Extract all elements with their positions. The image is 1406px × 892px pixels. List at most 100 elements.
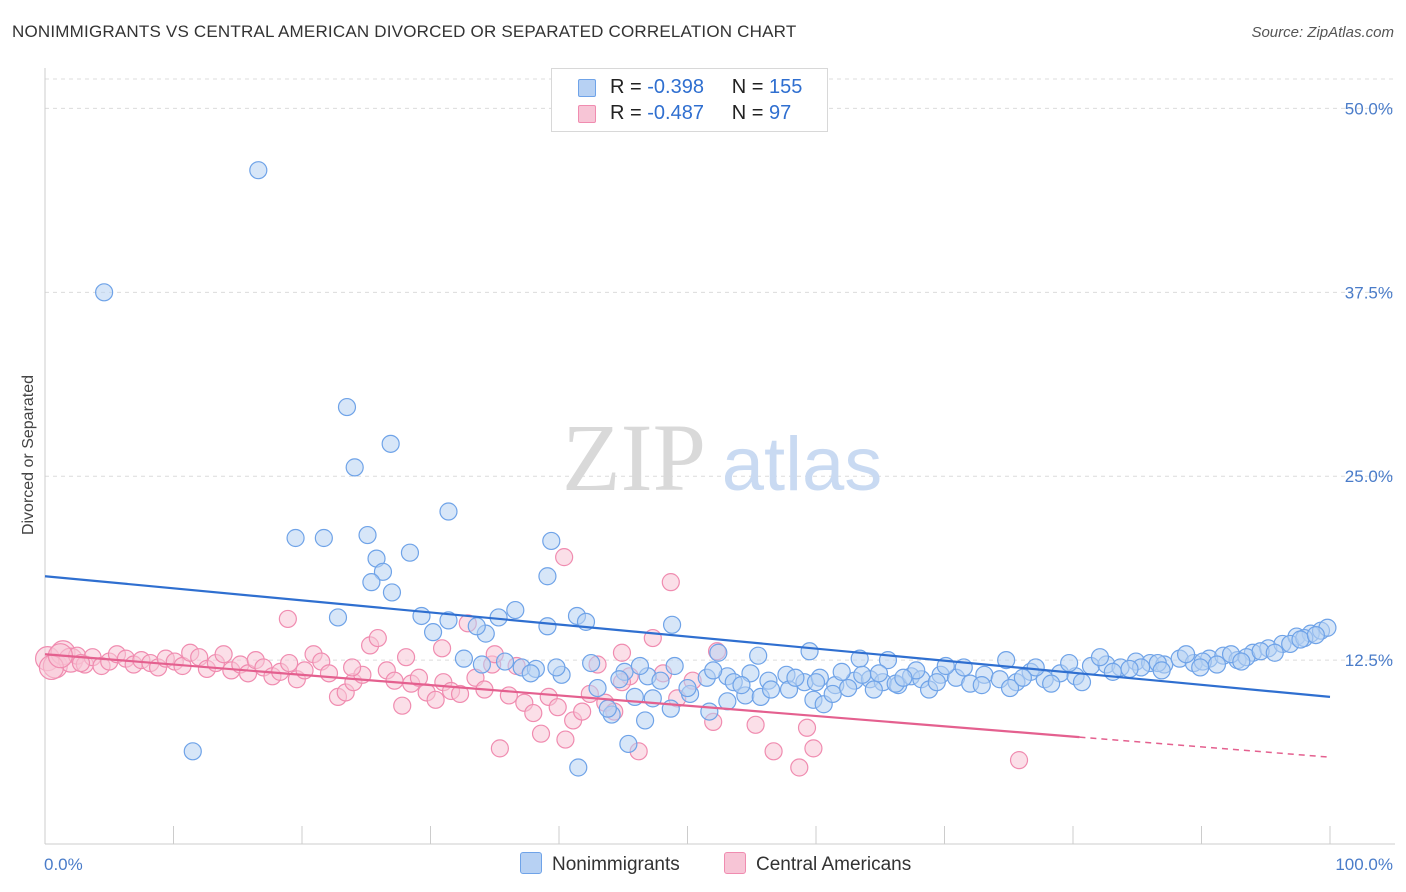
nonimmigrants-point bbox=[610, 670, 629, 689]
nonimmigrants-point bbox=[894, 668, 913, 687]
central-americans-point bbox=[804, 739, 823, 758]
nonimmigrants-point bbox=[665, 656, 684, 676]
nonimmigrants-point bbox=[439, 611, 458, 630]
correlation-legend: R = -0.398 N = 155 R = -0.487 N = 97 bbox=[551, 68, 828, 132]
nonimmigrants-point bbox=[582, 653, 601, 673]
nonimmigrants-point bbox=[467, 617, 486, 636]
legend-n-label: N = bbox=[731, 102, 764, 124]
nonimmigrants-point bbox=[382, 583, 402, 602]
bottom-legend-nonimmigrants: Nonimmigrants bbox=[520, 852, 680, 876]
nonimmigrants-point bbox=[761, 680, 781, 699]
legend-r-label: R = bbox=[610, 102, 642, 124]
central-americans-point bbox=[790, 758, 809, 777]
nonimmigrants-point bbox=[839, 678, 858, 698]
source-label: Source: ZipAtlas.com bbox=[1251, 24, 1394, 41]
nonimmigrants-point bbox=[853, 665, 872, 684]
legend-row-central-americans: R = -0.487 N = 97 bbox=[552, 100, 827, 128]
nonimmigrants-points bbox=[95, 161, 1337, 777]
legend-r-value: -0.487 bbox=[647, 102, 704, 124]
y-axis-label: Divorced or Separated bbox=[20, 375, 37, 535]
nonimmigrants-point bbox=[635, 711, 655, 730]
central-americans-point bbox=[764, 742, 783, 761]
nonimmigrants-point bbox=[538, 617, 557, 636]
trend-line-central-americans bbox=[44, 653, 1080, 739]
legend-row-nonimmigrants: R = -0.398 N = 155 bbox=[552, 74, 827, 102]
nonimmigrants-point bbox=[439, 502, 458, 521]
nonimmigrants-point bbox=[1090, 648, 1110, 667]
bottom-legend-blue-swatch-icon bbox=[520, 852, 542, 874]
nonimmigrants-point bbox=[423, 623, 443, 642]
central-americans-point bbox=[555, 548, 574, 567]
central-americans-point bbox=[661, 573, 680, 592]
bottom-legend-pink-swatch-icon bbox=[724, 852, 746, 874]
nonimmigrants-point bbox=[997, 651, 1016, 670]
central-americans-point bbox=[490, 739, 509, 758]
nonimmigrants-point bbox=[1207, 655, 1227, 674]
central-americans-point bbox=[368, 628, 387, 648]
central-americans-point bbox=[746, 715, 765, 734]
trend-line-nonimmigrants bbox=[44, 575, 1331, 698]
nonimmigrants-point bbox=[732, 676, 751, 695]
nonimmigrants-point bbox=[700, 702, 719, 721]
nonimmigrants-point bbox=[704, 661, 723, 680]
nonimmigrants-point bbox=[1042, 674, 1061, 693]
watermark-zip: ZIP bbox=[562, 404, 706, 511]
central-americans-point bbox=[426, 690, 445, 709]
nonimmigrants-point bbox=[1191, 658, 1210, 677]
nonimmigrants-point bbox=[495, 652, 515, 671]
trend-line-central-americans-extension bbox=[1079, 736, 1331, 758]
nonimmigrants-point bbox=[661, 699, 680, 718]
legend-swatch-blue-icon bbox=[578, 79, 596, 97]
grid-lines bbox=[45, 78, 1395, 661]
central-americans-point bbox=[1009, 751, 1029, 770]
y-tick-label: 12.5% bbox=[1345, 651, 1393, 670]
nonimmigrants-point bbox=[358, 525, 377, 545]
watermark: ZIP atlas bbox=[562, 404, 882, 511]
nonimmigrants-point bbox=[1072, 673, 1092, 692]
nonimmigrants-point bbox=[832, 662, 851, 681]
nonimmigrants-point bbox=[786, 668, 805, 687]
nonimmigrants-point bbox=[678, 678, 697, 698]
nonimmigrants-point bbox=[1232, 652, 1251, 671]
bottom-legend-central-americans: Central Americans bbox=[724, 852, 911, 876]
nonimmigrants-point bbox=[1013, 668, 1032, 687]
central-americans-point bbox=[280, 653, 299, 673]
nonimmigrants-point bbox=[864, 680, 883, 699]
nonimmigrants-point bbox=[547, 658, 566, 677]
central-americans-point bbox=[499, 686, 518, 705]
nonimmigrants-point bbox=[619, 734, 638, 754]
legend-r-label: R = bbox=[610, 76, 642, 98]
central-americans-point bbox=[524, 703, 543, 723]
nonimmigrants-point bbox=[400, 543, 420, 562]
nonimmigrants-point bbox=[823, 684, 842, 704]
x-tick-label-max: 100.0% bbox=[1335, 855, 1393, 874]
nonimmigrants-point bbox=[709, 643, 728, 662]
nonimmigrants-point bbox=[1120, 659, 1139, 679]
nonimmigrants-point bbox=[569, 758, 588, 777]
central-americans-point bbox=[71, 653, 91, 673]
nonimmigrants-point bbox=[472, 655, 491, 674]
nonimmigrants-point bbox=[972, 676, 991, 695]
nonimmigrants-point bbox=[362, 573, 381, 592]
nonimmigrants-point bbox=[1291, 630, 1310, 649]
legend-n-value: 97 bbox=[769, 102, 792, 124]
central-americans-point bbox=[573, 702, 592, 721]
nonimmigrants-point bbox=[337, 397, 357, 417]
nonimmigrants-point bbox=[869, 664, 889, 683]
axes bbox=[44, 68, 1395, 845]
legend-n-value: 155 bbox=[769, 76, 803, 98]
central-americans-point bbox=[319, 664, 339, 683]
legend-r-value: -0.398 bbox=[647, 76, 704, 98]
nonimmigrants-point bbox=[598, 699, 617, 718]
central-americans-point bbox=[393, 696, 412, 715]
nonimmigrants-point bbox=[651, 671, 670, 690]
central-americans-point bbox=[612, 643, 632, 662]
nonimmigrants-point bbox=[286, 528, 305, 548]
nonimmigrants-point bbox=[1265, 643, 1284, 662]
y-tick-label: 50.0% bbox=[1345, 99, 1393, 118]
nonimmigrants-point bbox=[800, 642, 819, 661]
central-americans-point bbox=[396, 648, 416, 667]
nonimmigrants-point bbox=[328, 608, 348, 627]
nonimmigrants-point bbox=[521, 664, 540, 683]
